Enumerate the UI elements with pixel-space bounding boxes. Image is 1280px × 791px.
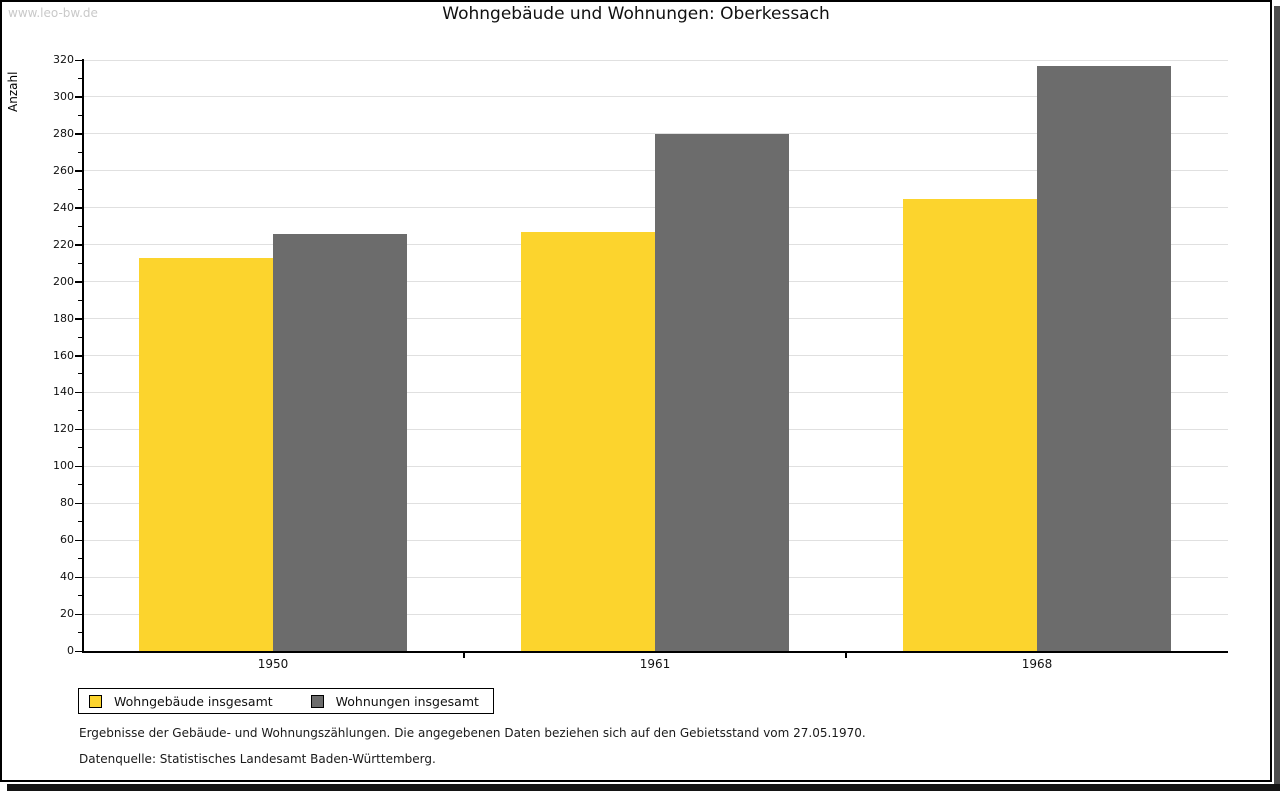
legend-label-series1: Wohngebäude insgesamt <box>114 693 273 709</box>
bar-1950-series2 <box>273 233 407 651</box>
y-major-tick <box>75 281 82 283</box>
y-tick-label: 180 <box>53 311 74 325</box>
x-axis-line <box>82 651 1228 653</box>
y-minor-tick <box>78 225 82 227</box>
y-major-tick <box>75 355 82 357</box>
bar-1961-series2 <box>655 133 789 651</box>
y-minor-tick <box>78 114 82 116</box>
y-major-tick <box>75 428 82 431</box>
y-major-tick <box>75 502 82 505</box>
y-tick-label: 280 <box>53 126 74 140</box>
y-tick-label: 140 <box>53 385 74 399</box>
y-minor-tick <box>78 77 82 79</box>
y-major-tick <box>75 576 82 579</box>
y-major-tick <box>75 391 82 394</box>
y-minor-tick <box>78 632 82 634</box>
y-major-tick <box>75 133 82 135</box>
legend-swatch-series2 <box>310 694 324 708</box>
y-minor-tick <box>78 484 82 486</box>
y-minor-tick <box>78 336 82 338</box>
y-major-tick <box>75 650 82 652</box>
y-tick-label: 240 <box>53 200 74 214</box>
y-major-tick <box>75 465 82 468</box>
y-major-tick <box>75 539 82 542</box>
y-minor-tick <box>78 447 82 449</box>
x-boundary-tick <box>845 653 847 658</box>
y-major-tick <box>75 613 82 616</box>
frame-shadow-right <box>1274 6 1280 791</box>
gridline <box>82 59 1228 61</box>
y-tick-label: 260 <box>53 163 74 177</box>
legend-box: Wohngebäude insgesamt Wohnungen insgesamt <box>78 688 494 714</box>
bar-1968-series1 <box>903 198 1037 651</box>
y-minor-tick <box>78 595 82 597</box>
gridline <box>82 96 1228 98</box>
y-tick-label: 220 <box>53 237 74 251</box>
y-tick-label: 160 <box>53 348 74 362</box>
y-tick-label: 120 <box>53 422 74 436</box>
y-major-tick <box>75 207 82 209</box>
bar-1968-series2 <box>1037 65 1171 651</box>
y-tick-label: 20 <box>60 607 74 621</box>
y-minor-tick <box>78 151 82 153</box>
y-axis-line <box>82 59 84 651</box>
y-minor-tick <box>78 373 82 375</box>
footnote-gebietsstand: Ergebnisse der Gebäude- und Wohnungszähl… <box>79 726 866 740</box>
legend-item-series1: Wohngebäude insgesamt <box>89 694 273 709</box>
bar-1961-series1 <box>521 231 655 651</box>
x-category-label: 1961 <box>639 657 671 671</box>
y-tick-label: 60 <box>60 533 74 547</box>
y-minor-tick <box>78 299 82 301</box>
legend-swatch-series1 <box>89 694 102 708</box>
y-tick-label: 300 <box>53 89 74 103</box>
y-major-tick <box>75 96 82 98</box>
y-tick-label: 0 <box>67 644 74 657</box>
y-minor-tick <box>78 262 82 264</box>
x-boundary-tick <box>463 653 465 658</box>
y-tick-label: 80 <box>60 496 74 510</box>
y-minor-tick <box>78 410 82 412</box>
chart-title: Wohngebäude und Wohnungen: Oberkessach <box>442 4 830 24</box>
y-major-tick <box>75 59 82 61</box>
y-tick-label: 200 <box>53 274 74 288</box>
x-category-label: 1968 <box>1021 657 1053 671</box>
footnote-datenquelle: Datenquelle: Statistisches Landesamt Bad… <box>79 752 436 766</box>
y-major-tick <box>75 170 82 172</box>
x-category-label: 1950 <box>257 657 289 671</box>
y-minor-tick <box>78 558 82 560</box>
y-tick-label: 320 <box>53 53 74 66</box>
y-minor-tick <box>78 521 82 523</box>
legend-item-series2: Wohnungen insgesamt <box>310 693 479 709</box>
legend-label-series2: Wohnungen insgesamt <box>335 693 479 709</box>
y-tick-label: 100 <box>53 459 74 473</box>
frame-shadow-bottom <box>7 784 1280 791</box>
y-minor-tick <box>78 188 82 190</box>
y-tick-label: 40 <box>60 570 74 584</box>
bar-1950-series1 <box>139 257 273 651</box>
y-major-tick <box>75 318 82 320</box>
watermark: www.leo-bw.de <box>8 6 98 20</box>
y-major-tick <box>75 244 82 246</box>
